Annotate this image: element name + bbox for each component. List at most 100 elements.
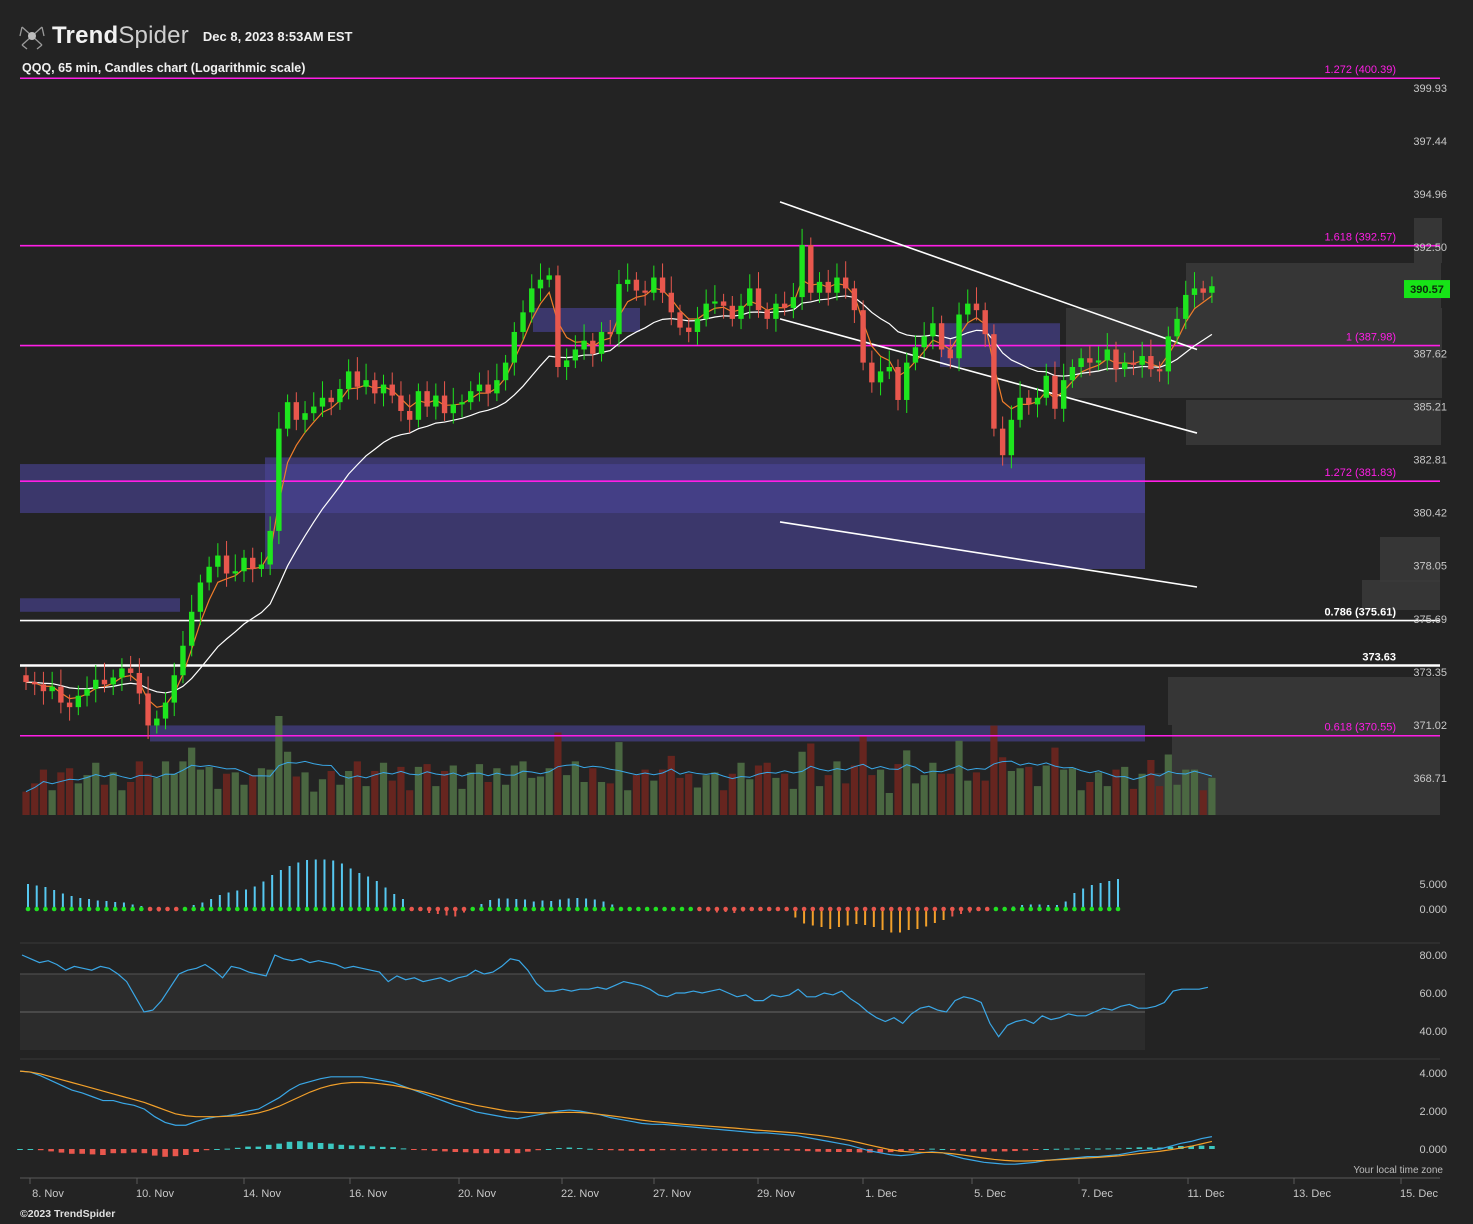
macd-histogram-bar bbox=[265, 1144, 272, 1149]
macd-histogram-bar bbox=[1022, 1149, 1029, 1151]
candle-body bbox=[58, 686, 64, 703]
oscillator-dot bbox=[627, 906, 632, 912]
candle-body bbox=[991, 334, 997, 429]
candle-body bbox=[520, 312, 526, 332]
candle-body bbox=[406, 410, 413, 420]
rsi-tick: 60.00 bbox=[1419, 988, 1447, 1000]
oscillator-dot bbox=[566, 906, 571, 912]
price-level-label: 373.63 bbox=[1362, 651, 1396, 663]
candle-body bbox=[1008, 419, 1015, 456]
macd-histogram-bar bbox=[618, 1149, 624, 1151]
candle-body bbox=[555, 275, 561, 367]
volume-bar bbox=[789, 788, 797, 815]
volume-bar bbox=[397, 766, 405, 815]
oscillator-dot bbox=[723, 906, 728, 912]
macd-histogram-bar bbox=[1074, 1148, 1080, 1150]
volume-profile-block bbox=[1362, 580, 1440, 610]
oscillator-dot bbox=[1028, 906, 1034, 912]
oscillator-dot bbox=[705, 906, 711, 912]
volume-profile-block bbox=[1168, 677, 1440, 725]
candle-body bbox=[511, 331, 518, 363]
macd-histogram-bar bbox=[711, 1149, 718, 1151]
volume-bar bbox=[807, 743, 815, 815]
price-axis-tick: 399.93 bbox=[1413, 83, 1447, 95]
rsi-panel: 80.00 60.00 40.00 bbox=[20, 950, 1447, 1060]
oscillator-dot bbox=[444, 906, 449, 912]
volume-bar bbox=[493, 768, 501, 815]
volume-bar bbox=[284, 751, 292, 815]
volume-bar bbox=[432, 786, 440, 815]
volume-bar bbox=[754, 765, 763, 815]
volume-bar bbox=[196, 769, 204, 815]
macd-histogram-bar bbox=[960, 1149, 966, 1152]
oscillator-dot bbox=[1080, 906, 1086, 912]
macd-histogram-bar bbox=[48, 1149, 54, 1152]
volume-bar bbox=[153, 777, 161, 815]
header: TrendSpider Dec 8, 2023 8:53AM EST bbox=[18, 18, 353, 54]
oscillator-dot bbox=[51, 906, 57, 912]
volume-bar bbox=[484, 782, 492, 815]
macd-histogram-bar bbox=[69, 1149, 75, 1154]
oscillator-dot bbox=[714, 906, 720, 912]
oscillator-dot bbox=[592, 906, 598, 912]
oscillator-dot bbox=[43, 906, 48, 912]
oscillator-dot bbox=[322, 906, 327, 912]
macd-histogram-bar bbox=[1167, 1146, 1174, 1149]
candle-body bbox=[904, 362, 910, 400]
macd-histogram-bar bbox=[37, 1149, 44, 1151]
volume-profile-block bbox=[1414, 218, 1442, 263]
time-axis-tick: 5. Dec bbox=[974, 1188, 1006, 1200]
time-axis-tick: 10. Nov bbox=[136, 1188, 174, 1200]
volume-bar bbox=[406, 790, 414, 815]
candle-body bbox=[284, 402, 291, 429]
candle-body bbox=[302, 413, 308, 420]
candle-body bbox=[581, 340, 587, 350]
macd-histogram-bar bbox=[939, 1149, 946, 1150]
candle-body bbox=[825, 281, 831, 293]
macd-histogram-bar bbox=[338, 1144, 345, 1149]
price-level-label: 1.272 (400.39) bbox=[1324, 64, 1396, 76]
oscillator-dot bbox=[409, 906, 414, 912]
oscillator-dot bbox=[601, 906, 606, 912]
oscillator-dot bbox=[139, 906, 144, 912]
macd-histogram-bar bbox=[763, 1149, 770, 1151]
volume-bar bbox=[833, 761, 841, 815]
volume-bar bbox=[1190, 769, 1199, 815]
volume-bar bbox=[423, 764, 431, 815]
macd-histogram-bar bbox=[628, 1149, 635, 1151]
oscillator-dot bbox=[915, 906, 920, 912]
candle-body bbox=[921, 336, 927, 348]
candle-body bbox=[816, 281, 823, 293]
oscillator-dot bbox=[993, 906, 999, 912]
volume-bar bbox=[336, 784, 344, 815]
macd-histogram-bar bbox=[141, 1149, 148, 1154]
candle-body bbox=[459, 402, 465, 405]
volume-bar bbox=[842, 783, 850, 815]
macd-histogram-bar bbox=[1115, 1148, 1122, 1150]
candle-body bbox=[563, 360, 570, 367]
candle-body bbox=[781, 303, 788, 308]
volume-bar bbox=[100, 784, 109, 815]
price-axis-tick: 373.35 bbox=[1413, 667, 1447, 679]
candle-body bbox=[1174, 318, 1180, 337]
candle-body bbox=[633, 279, 640, 291]
volume-bar bbox=[1121, 766, 1129, 815]
volume-bar bbox=[772, 777, 780, 815]
candle-body bbox=[197, 582, 204, 612]
oscillator-dot bbox=[435, 906, 441, 912]
oscillator-dot bbox=[1054, 906, 1060, 912]
volume-average-line bbox=[25, 760, 1213, 793]
macd-histogram-bar bbox=[411, 1149, 417, 1150]
candle-body bbox=[1122, 362, 1128, 370]
oscillator-dot bbox=[854, 906, 859, 912]
macd-histogram-bar bbox=[887, 1149, 894, 1153]
macd-histogram-bar bbox=[1198, 1145, 1205, 1149]
channel-upper-line bbox=[779, 201, 1198, 351]
volume-bar bbox=[1051, 747, 1059, 815]
candle-body bbox=[790, 297, 797, 308]
volume-bar bbox=[911, 783, 920, 815]
oscillator-dot bbox=[234, 906, 240, 912]
volume-bar bbox=[1060, 769, 1068, 815]
oscillator-dot bbox=[880, 906, 885, 912]
